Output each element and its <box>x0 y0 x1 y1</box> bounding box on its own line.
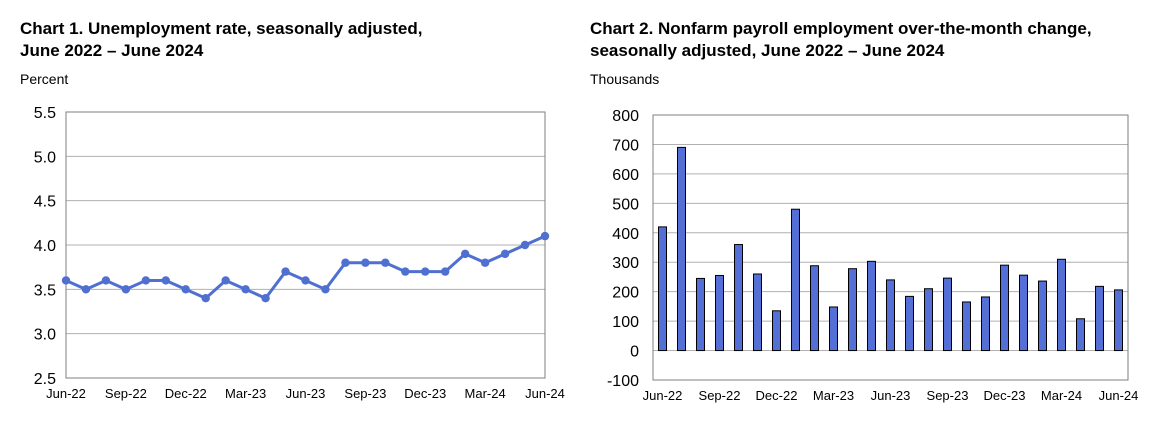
payroll-bar <box>1038 280 1047 352</box>
payroll-bar <box>810 265 819 352</box>
payroll-bar <box>886 279 895 352</box>
chart-2-title-line-1: Chart 2. Nonfarm payroll employment over… <box>590 19 1092 38</box>
chart-1-x-tick-label: Sep-23 <box>344 386 386 401</box>
chart-2-x-tick-label: Jun-24 <box>1099 388 1139 403</box>
chart-2-y-tick-label: 300 <box>612 255 639 272</box>
chart-1-title: Chart 1. Unemployment rate, seasonally a… <box>20 18 422 62</box>
chart-1-x-tick-label: Mar-23 <box>225 386 266 401</box>
payroll-bar <box>1019 274 1028 352</box>
unemployment-point <box>161 276 170 285</box>
payroll-bar <box>791 208 800 352</box>
payroll-chart-panel: Chart 2. Nonfarm payroll employment over… <box>580 0 1157 434</box>
payroll-bar <box>696 277 705 352</box>
chart-1-x-tick-label: Jun-22 <box>46 386 86 401</box>
chart-2-y-tick-label: 100 <box>612 314 639 331</box>
payroll-bar <box>677 146 686 352</box>
payroll-bar <box>962 301 971 352</box>
unemployment-point <box>301 276 310 285</box>
chart-2-y-tick-label: 0 <box>630 344 639 361</box>
chart-1-title-line-1: Chart 1. Unemployment rate, seasonally a… <box>20 19 423 38</box>
payroll-bar <box>981 296 990 352</box>
unemployment-point <box>181 285 190 294</box>
unemployment-point <box>520 240 530 250</box>
payroll-bar <box>1076 318 1085 352</box>
unemployment-point <box>381 258 390 267</box>
chart-2-x-tick-label: Sep-23 <box>927 388 969 403</box>
chart-2-plot: -100 0 100 200 300 400 500 600 700 800 Jun-22 Sep-2… <box>607 108 1139 403</box>
chart-1-y-tick-label: 3.0 <box>34 327 56 344</box>
chart-2-y-axis-label: Thousands <box>590 71 660 87</box>
payroll-bar <box>1057 258 1066 352</box>
unemployment-point <box>221 276 230 285</box>
payroll-bar <box>924 288 933 352</box>
chart-2-y-tick-label: 400 <box>612 226 639 243</box>
payroll-bar <box>715 274 724 352</box>
unemployment-chart-panel: Chart 1. Unemployment rate, seasonally a… <box>20 18 565 401</box>
payroll-bar <box>829 306 838 352</box>
payroll-bar <box>1095 285 1104 352</box>
chart-2-x-tick-label: Mar-23 <box>813 388 854 403</box>
chart-1-x-tick-label: Jun-23 <box>286 386 326 401</box>
chart-1-y-tick-label: 5.5 <box>34 105 56 122</box>
chart-1-x-tick-label: Jun-24 <box>525 386 565 401</box>
chart-2-title: Chart 2. Nonfarm payroll employment over… <box>590 18 1092 62</box>
unemployment-point <box>480 258 490 267</box>
chart-1-title-line-2: June 2022 – June 2024 <box>20 41 204 60</box>
chart-1-plot-border <box>65 111 546 379</box>
unemployment-point <box>361 258 370 267</box>
payroll-bar <box>848 268 857 352</box>
chart-1-x-tick-label: Dec-22 <box>165 386 207 401</box>
payroll-bar <box>772 310 781 352</box>
chart-2-x-tick-label: Dec-22 <box>756 388 798 403</box>
unemployment-point <box>261 294 270 303</box>
chart-2-y-tick-label: 200 <box>612 285 639 302</box>
unemployment-point <box>401 267 410 276</box>
chart-2-x-tick-label: Dec-23 <box>984 388 1026 403</box>
chart-2-x-tick-label: Jun-22 <box>643 388 683 403</box>
chart-2-y-tick-label: 800 <box>612 108 639 125</box>
unemployment-point <box>141 276 151 285</box>
chart-1-plot: 2.5 3.0 3.5 4.0 4.5 5.0 5.5 Jun-22 Sep-22 Dec-22 M… <box>34 105 565 401</box>
chart-1-y-tick-label: 4.5 <box>34 194 56 211</box>
unemployment-point <box>500 249 510 259</box>
chart-1-y-axis-label: Percent <box>20 71 69 87</box>
unemployment-point <box>321 285 330 294</box>
chart-1-y-tick-label: 3.5 <box>34 282 56 299</box>
unemployment-point <box>281 267 290 276</box>
payroll-bar <box>734 244 743 352</box>
unemployment-point <box>121 285 131 294</box>
payroll-bar <box>1114 289 1123 352</box>
payroll-bar <box>658 226 667 352</box>
unemployment-point <box>101 276 111 285</box>
unemployment-point <box>201 294 210 303</box>
unemployment-point <box>61 276 71 285</box>
chart-2-x-tick-label: Jun-23 <box>871 388 911 403</box>
chart-1-y-tick-label: 4.0 <box>34 238 56 255</box>
chart-1-y-tick-label: 2.5 <box>34 371 56 388</box>
unemployment-point <box>341 258 350 267</box>
chart-2-y-tick-label: -100 <box>607 373 639 390</box>
chart-2-y-tick-label: 600 <box>612 167 639 184</box>
unemployment-point <box>540 231 550 241</box>
chart-2-title-line-2: seasonally adjusted, June 2022 – June 20… <box>590 41 945 60</box>
unemployment-point <box>441 267 450 276</box>
unemployment-point <box>241 285 250 294</box>
payroll-bar <box>753 273 762 352</box>
payroll-bar <box>1000 264 1009 352</box>
chart-2-x-tick-label: Sep-22 <box>699 388 741 403</box>
chart-1-x-tick-label: Dec-23 <box>404 386 446 401</box>
chart-2-y-tick-label: 500 <box>612 196 639 213</box>
chart-1-x-tick-label: Sep-22 <box>105 386 147 401</box>
unemployment-point <box>460 249 470 259</box>
payroll-bar <box>943 277 952 352</box>
chart-1-y-tick-label: 5.0 <box>34 149 56 166</box>
chart-1-x-tick-label: Mar-24 <box>465 386 506 401</box>
chart-2-plot-border <box>652 114 1129 381</box>
payroll-bar <box>905 295 914 352</box>
chart-2-x-tick-label: Mar-24 <box>1041 388 1082 403</box>
unemployment-point <box>81 285 91 294</box>
payroll-bar <box>867 260 876 352</box>
unemployment-point <box>421 267 430 276</box>
chart-2-y-tick-label: 700 <box>612 137 639 154</box>
